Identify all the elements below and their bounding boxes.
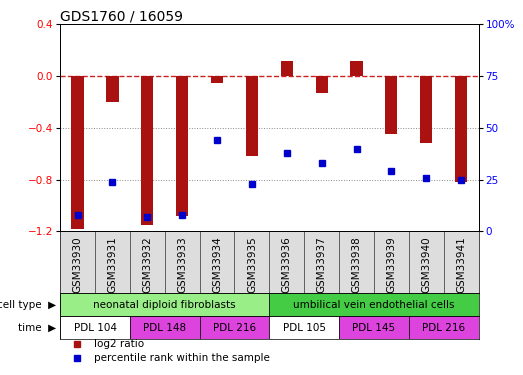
- Text: GSM33934: GSM33934: [212, 236, 222, 293]
- Text: GSM33938: GSM33938: [351, 236, 361, 293]
- Text: GSM33932: GSM33932: [142, 236, 152, 293]
- Text: PDL 216: PDL 216: [213, 322, 256, 333]
- Bar: [200, 316, 269, 339]
- Bar: [281, 61, 293, 76]
- Text: umbilical vein endothelial cells: umbilical vein endothelial cells: [293, 300, 454, 310]
- Bar: [350, 61, 362, 76]
- Bar: [269, 293, 479, 316]
- Text: GSM33931: GSM33931: [107, 236, 118, 293]
- Text: PDL 216: PDL 216: [422, 322, 465, 333]
- Text: GSM33940: GSM33940: [421, 236, 431, 293]
- Text: percentile rank within the sample: percentile rank within the sample: [94, 352, 269, 363]
- Bar: [269, 316, 339, 339]
- Bar: [455, 76, 467, 182]
- Text: GSM33935: GSM33935: [247, 236, 257, 293]
- Bar: [60, 316, 130, 339]
- Text: neonatal diploid fibroblasts: neonatal diploid fibroblasts: [94, 300, 236, 310]
- Text: GSM33933: GSM33933: [177, 236, 187, 293]
- Text: GSM33939: GSM33939: [386, 236, 396, 293]
- Text: cell type  ▶: cell type ▶: [0, 300, 56, 310]
- Text: GSM33937: GSM33937: [316, 236, 327, 293]
- Bar: [339, 316, 409, 339]
- Bar: [420, 76, 433, 143]
- Text: GSM33941: GSM33941: [456, 236, 466, 293]
- Bar: [106, 76, 119, 102]
- Bar: [315, 76, 328, 93]
- Bar: [409, 316, 479, 339]
- Text: GSM33936: GSM33936: [282, 236, 292, 293]
- Bar: [60, 293, 269, 316]
- Bar: [176, 76, 188, 216]
- Text: GSM33930: GSM33930: [73, 236, 83, 293]
- Text: PDL 145: PDL 145: [353, 322, 395, 333]
- Text: log2 ratio: log2 ratio: [94, 339, 144, 349]
- Bar: [211, 76, 223, 82]
- Text: PDL 105: PDL 105: [283, 322, 326, 333]
- Bar: [141, 76, 153, 225]
- Text: time  ▶: time ▶: [18, 322, 56, 333]
- Bar: [385, 76, 397, 134]
- Text: PDL 148: PDL 148: [143, 322, 186, 333]
- Text: PDL 104: PDL 104: [74, 322, 117, 333]
- Text: GDS1760 / 16059: GDS1760 / 16059: [60, 9, 183, 23]
- Bar: [246, 76, 258, 156]
- Bar: [72, 76, 84, 229]
- Bar: [130, 316, 200, 339]
